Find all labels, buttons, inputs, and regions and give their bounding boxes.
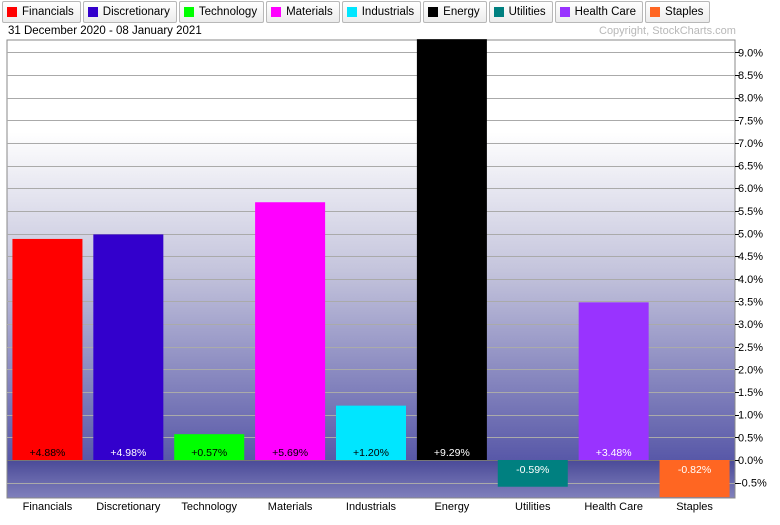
y-tick-label: 3.5% [738, 296, 763, 308]
legend-swatch [650, 7, 661, 17]
category-label-energy: Energy [434, 501, 469, 513]
legend: Financials Discretionary Technology Materia… [0, 0, 780, 24]
legend-label: Technology [198, 6, 258, 18]
legend-item-discretionary[interactable]: Discretionary [82, 1, 177, 23]
legend-swatch [183, 7, 194, 17]
legend-swatch [428, 7, 439, 17]
bar-utilities[interactable] [497, 460, 568, 487]
legend-swatch [87, 7, 98, 17]
legend-label: Health Care [574, 6, 637, 18]
legend-item-staples[interactable]: Staples [645, 1, 711, 23]
legend-item-health-care[interactable]: Health Care [554, 1, 644, 23]
legend-item-energy[interactable]: Energy [423, 1, 487, 23]
category-label-industrials: Industrials [346, 501, 397, 513]
legend-label: Materials [286, 6, 333, 18]
y-tick-label: 8.5% [738, 70, 763, 82]
y-tick-label: 7.0% [738, 138, 763, 150]
plot-frame [6, 39, 736, 499]
copyright-label: Copyright, StockCharts.com [599, 25, 736, 37]
value-label-utilities: -0.59% [516, 464, 549, 476]
value-label-technology: +0.57% [191, 447, 227, 459]
y-tick-label: 3.0% [738, 319, 763, 331]
y-tick-label: 4.0% [738, 274, 763, 286]
legend-label: Discretionary [102, 6, 170, 18]
y-tick-label: 6.5% [738, 161, 763, 173]
category-label-financials: Financials [23, 501, 73, 513]
legend-label: Utilities [508, 6, 546, 18]
bar-industrials[interactable] [336, 405, 406, 460]
y-tick-label: 4.5% [738, 251, 763, 263]
value-label-industrials: +1.20% [353, 447, 389, 459]
category-label-materials: Materials [268, 501, 313, 513]
legend-item-technology[interactable]: Technology [178, 1, 265, 23]
y-tick-label: 9.0% [738, 47, 763, 59]
bar-energy[interactable] [416, 39, 487, 461]
value-label-health-care: +3.48% [596, 447, 632, 459]
category-label-utilities: Utilities [515, 501, 551, 513]
y-tick-label: 5.5% [738, 206, 763, 218]
legend-swatch [559, 7, 570, 17]
legend-label: Financials [22, 6, 74, 18]
legend-item-utilities[interactable]: Utilities [488, 1, 553, 23]
legend-item-materials[interactable]: Materials [266, 1, 340, 23]
y-tick-label: 5.0% [738, 229, 763, 241]
legend-label: Staples [665, 6, 704, 18]
y-tick-label: 0.0% [738, 455, 763, 467]
y-tick-label: 1.5% [738, 387, 763, 399]
y-tick-label: 0.5% [738, 432, 763, 444]
bar-discretionary[interactable] [93, 234, 164, 460]
value-label-financials: +4.88% [29, 447, 65, 459]
bar-technology[interactable] [174, 434, 245, 460]
value-label-discretionary: +4.98% [110, 447, 146, 459]
value-label-energy: +9.29% [434, 447, 470, 459]
legend-swatch [493, 7, 504, 17]
date-range-label: 31 December 2020 - 08 January 2021 [8, 25, 202, 37]
value-label-staples: -0.82% [678, 464, 711, 476]
bar-financials[interactable] [12, 238, 83, 460]
category-label-health-care: Health Care [584, 501, 643, 513]
legend-swatch [7, 7, 17, 17]
legend-swatch [346, 7, 357, 17]
category-label-discretionary: Discretionary [96, 501, 161, 513]
legend-item-financials[interactable]: Financials [2, 1, 81, 23]
y-tick-label: 1.0% [738, 410, 763, 422]
plot-background-negative [7, 460, 735, 498]
value-label-materials: +5.69% [272, 447, 308, 459]
category-label-staples: Staples [676, 501, 713, 513]
bar-health-care[interactable] [578, 302, 649, 460]
y-tick-label: 2.5% [738, 342, 763, 354]
y-tick-label: 2.0% [738, 364, 763, 376]
legend-swatch [271, 7, 282, 17]
y-tick-label: 7.5% [738, 115, 763, 127]
legend-label: Industrials [361, 6, 415, 18]
legend-item-industrials[interactable]: Industrials [341, 1, 422, 23]
legend-label: Energy [443, 6, 480, 18]
bar-materials[interactable] [255, 202, 326, 461]
y-tick-label: -0.5% [738, 478, 767, 490]
y-tick-label: 6.0% [738, 183, 763, 195]
bar-staples[interactable] [659, 460, 730, 498]
y-tick-label: 8.0% [738, 93, 763, 105]
category-label-technology: Technology [181, 501, 237, 513]
